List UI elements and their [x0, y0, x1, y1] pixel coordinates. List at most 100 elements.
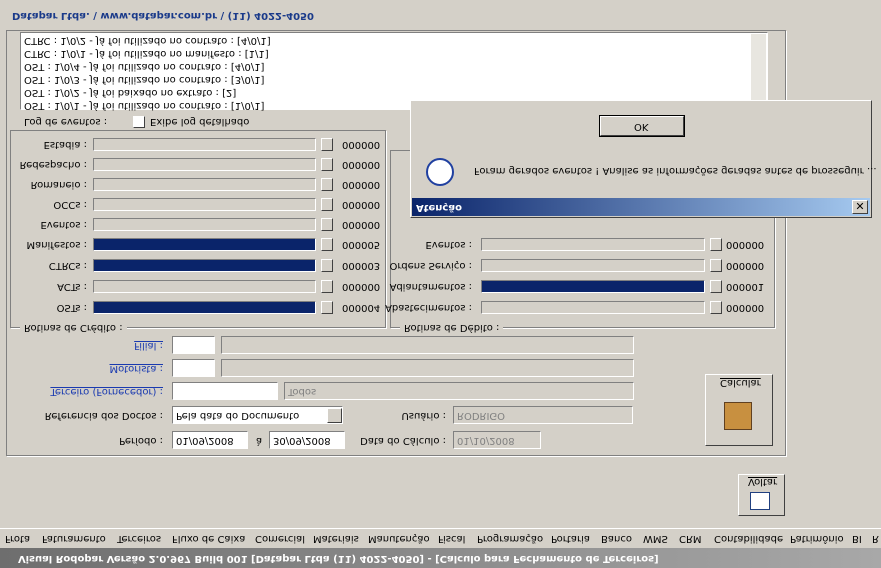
routine-button[interactable]: [321, 259, 333, 272]
voltar-icon: [750, 492, 770, 510]
button-label: Calcular: [720, 377, 761, 388]
routine-button[interactable]: [321, 198, 333, 211]
button-label: Voltar: [748, 476, 778, 487]
window-title: Visual Rodopar Versão 2.0.967 Build 001 …: [18, 553, 659, 564]
progress-bar: [93, 198, 316, 211]
routine-count: 000000: [726, 260, 765, 271]
routine-button[interactable]: [710, 238, 722, 251]
routine-button[interactable]: [710, 280, 722, 293]
field-label: Referencia dos Doctos :: [44, 410, 163, 421]
input: [221, 336, 634, 354]
routine-count: 000000: [342, 159, 381, 170]
routine-label: OSTs :: [56, 302, 87, 313]
menu-item[interactable]: Terceiros: [117, 533, 162, 544]
progress-bar: [93, 158, 316, 171]
menu-item[interactable]: Manutenção: [368, 533, 430, 544]
input: [221, 359, 634, 377]
routine-button[interactable]: [321, 301, 333, 314]
menu-item[interactable]: WMS: [643, 533, 668, 544]
log-line: OST : 1/0/4 - Já foi utilizado no contra…: [24, 61, 265, 72]
dialog-title-bar: [412, 198, 870, 216]
log-line: CTRC : 1/0/1 - Já foi utilizado no manif…: [24, 48, 269, 59]
menu-item[interactable]: Patrimônio: [790, 533, 844, 544]
window-title-bar: [0, 548, 881, 568]
group-label: Rotinas de Débito :: [400, 320, 504, 334]
header-title: Datapar Ltda. \ www.datapar.com.br \ (11…: [12, 10, 314, 21]
dialog-close[interactable]: ✕: [852, 200, 868, 214]
menu-item[interactable]: R: [872, 533, 879, 544]
group-label: Rotinas de Crédito :: [20, 320, 127, 334]
routine-count: 000001: [726, 281, 765, 292]
progress-bar: [481, 301, 705, 314]
progress-bar: [93, 238, 316, 251]
progress-bar: [481, 259, 705, 272]
routine-button[interactable]: [321, 178, 333, 191]
field-label: Data do Cálculo :: [360, 435, 446, 446]
menu-item[interactable]: BI: [852, 533, 862, 544]
routine-button[interactable]: [321, 138, 333, 151]
routine-count: 000000: [726, 239, 765, 250]
dialog-message: Foram gerados eventos ! Analise as infor…: [474, 165, 877, 176]
menu-bar: [0, 528, 881, 548]
select: [172, 406, 343, 424]
routine-button[interactable]: [710, 301, 722, 314]
group-label: Log de eventos :: [20, 114, 112, 128]
input: [172, 382, 278, 400]
menu-item[interactable]: Faturamento: [42, 533, 106, 544]
routine-button[interactable]: [321, 218, 333, 231]
ok-label: OK: [634, 121, 649, 132]
routine-label: OCCs :: [53, 199, 87, 210]
dialog-title: Atenção: [416, 202, 462, 213]
progress-bar: [93, 259, 316, 272]
log-line: OST : 1/0/1 - Já foi utilizado no contra…: [24, 100, 265, 111]
menu-item[interactable]: CRM: [679, 533, 702, 544]
dropdown-button[interactable]: [327, 408, 342, 423]
input: [172, 336, 215, 354]
routine-count: 000000: [342, 219, 381, 230]
routine-count: 000000: [342, 179, 381, 190]
routine-label: Ordens Serviço :: [389, 260, 472, 271]
routine-button[interactable]: [321, 158, 333, 171]
menu-item[interactable]: Banco: [601, 533, 632, 544]
progress-bar: [481, 280, 705, 293]
routine-button[interactable]: [321, 280, 333, 293]
menu-item[interactable]: Frota: [5, 533, 31, 544]
menu-item[interactable]: Programação: [477, 533, 544, 544]
progress-bar: [93, 280, 316, 293]
field-label: Usuário :: [401, 410, 446, 421]
menu-item[interactable]: Fiscal: [438, 533, 466, 544]
field-value: 01/10/2008: [457, 435, 515, 446]
routine-label: Estadia :: [43, 139, 87, 150]
main-panel: [6, 30, 786, 456]
field-value: RODRIGO: [457, 410, 506, 421]
input: [172, 359, 215, 377]
field-value: Todos: [288, 386, 317, 397]
menu-item[interactable]: Fluxo de Caixa: [172, 533, 246, 544]
routine-label: Eventos :: [425, 239, 472, 250]
field-label: Período :: [119, 435, 163, 446]
routine-count: 000000: [342, 199, 381, 210]
progress-bar: [93, 301, 316, 314]
calcular-icon: [724, 402, 752, 430]
checkbox[interactable]: [133, 116, 145, 128]
menu-item[interactable]: Materiais: [313, 533, 359, 544]
ok-button[interactable]: [599, 115, 685, 137]
routine-count: 000000: [726, 302, 765, 313]
progress-bar: [93, 218, 316, 231]
menu-item[interactable]: Comercial: [255, 533, 306, 544]
progress-bar: [481, 238, 705, 251]
routine-label: ACTs :: [57, 281, 87, 292]
info-icon: [426, 158, 454, 186]
progress-bar: [93, 178, 316, 191]
routine-button[interactable]: [321, 238, 333, 251]
input: [453, 406, 633, 424]
menu-item[interactable]: Portaria: [551, 533, 590, 544]
routine-label: Romaneio :: [30, 179, 87, 190]
log-line: OST : 1/0/3 - Já foi utilizado no contra…: [24, 74, 265, 85]
input: [284, 382, 634, 400]
menu-item[interactable]: Contabilidade: [714, 533, 784, 544]
routine-label: Abastecimentos :: [385, 302, 472, 313]
routine-button[interactable]: [710, 259, 722, 272]
input: [269, 431, 345, 449]
